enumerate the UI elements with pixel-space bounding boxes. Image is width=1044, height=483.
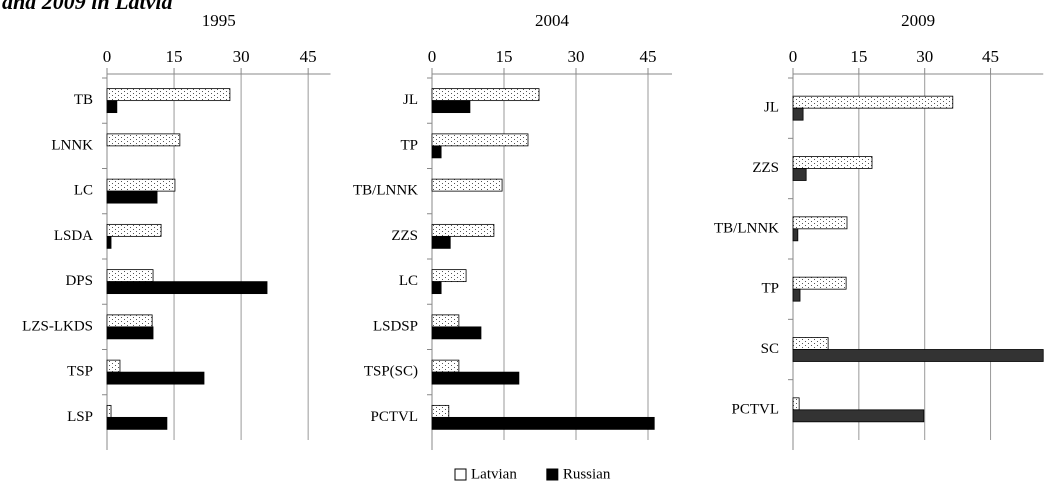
legend-label: Russian xyxy=(563,466,611,482)
category-label: LSP xyxy=(67,409,93,425)
bar xyxy=(431,371,520,385)
bar xyxy=(792,168,807,181)
bar xyxy=(106,326,154,340)
panel-title: 2009 xyxy=(901,11,935,30)
category-label: TSP xyxy=(67,364,93,380)
bar xyxy=(106,178,176,192)
category-label: TSP(SC) xyxy=(364,364,418,380)
bar xyxy=(106,88,231,102)
bar xyxy=(106,235,112,249)
category-label: ZZS xyxy=(752,160,779,176)
category-label: LC xyxy=(399,273,418,289)
category-label: PCTVL xyxy=(731,401,779,417)
category-label: LC xyxy=(74,183,93,199)
bar xyxy=(792,95,954,109)
bar xyxy=(431,235,451,249)
legend-swatch xyxy=(546,468,559,481)
bar xyxy=(792,216,848,230)
category-label: DPS xyxy=(65,273,93,289)
category-label: TB/LNNK xyxy=(353,183,418,199)
bar xyxy=(106,100,118,114)
x-tick-label: 45 xyxy=(640,47,657,66)
bar xyxy=(792,409,925,423)
bar xyxy=(431,314,460,328)
x-tick-label: 45 xyxy=(982,47,999,66)
category-label: ZZS xyxy=(391,228,418,244)
bar xyxy=(106,314,153,328)
x-tick-label: 0 xyxy=(103,47,112,66)
x-tick-label: 0 xyxy=(428,47,437,66)
bar xyxy=(792,349,1044,362)
x-tick-label: 15 xyxy=(166,47,183,66)
x-tick-label: 45 xyxy=(300,47,317,66)
x-tick-label: 0 xyxy=(789,47,798,66)
category-label: TB xyxy=(74,92,93,108)
category-label: LSDA xyxy=(54,228,93,244)
bar xyxy=(792,337,829,350)
bar xyxy=(431,269,467,283)
bar xyxy=(792,156,873,169)
bar xyxy=(792,107,804,121)
bar xyxy=(792,397,800,411)
panel-title: 1995 xyxy=(202,11,236,30)
category-label: LNNK xyxy=(51,137,93,153)
panel-title: 2004 xyxy=(535,11,570,30)
x-tick-label: 15 xyxy=(496,47,513,66)
x-tick-label: 15 xyxy=(850,47,867,66)
category-label: PCTVL xyxy=(370,409,418,425)
bar xyxy=(431,133,529,147)
legend-label: Latvian xyxy=(471,466,517,482)
bar xyxy=(106,269,154,283)
bar xyxy=(106,371,205,385)
category-label: LSDSP xyxy=(373,318,418,334)
bar xyxy=(106,223,162,237)
bar xyxy=(431,178,503,192)
bar xyxy=(431,359,460,373)
category-label: TP xyxy=(761,281,779,297)
bar xyxy=(106,404,112,418)
bar xyxy=(106,190,158,204)
bar xyxy=(431,404,450,418)
bar xyxy=(431,88,540,102)
bar xyxy=(431,281,442,295)
category-label: JL xyxy=(764,100,779,116)
x-tick-label: 30 xyxy=(916,47,933,66)
bar xyxy=(431,416,655,430)
category-label: TB/LNNK xyxy=(714,220,779,236)
bar xyxy=(106,416,168,430)
bar xyxy=(431,100,471,114)
figure-title: and 2009 in Latvia xyxy=(2,0,173,14)
bar xyxy=(431,326,482,340)
category-label: SC xyxy=(761,341,779,357)
x-tick-label: 30 xyxy=(568,47,585,66)
bar xyxy=(431,223,495,237)
legend-swatch xyxy=(454,468,467,481)
bar xyxy=(792,276,847,290)
category-label: JL xyxy=(403,92,418,108)
bar xyxy=(106,281,268,295)
bar xyxy=(106,359,121,373)
category-label: LZS-LKDS xyxy=(22,318,93,334)
bar xyxy=(431,145,442,159)
bar xyxy=(792,288,801,302)
x-tick-label: 30 xyxy=(233,47,250,66)
category-label: TP xyxy=(400,137,418,153)
bar xyxy=(792,228,799,242)
bar xyxy=(106,133,181,147)
